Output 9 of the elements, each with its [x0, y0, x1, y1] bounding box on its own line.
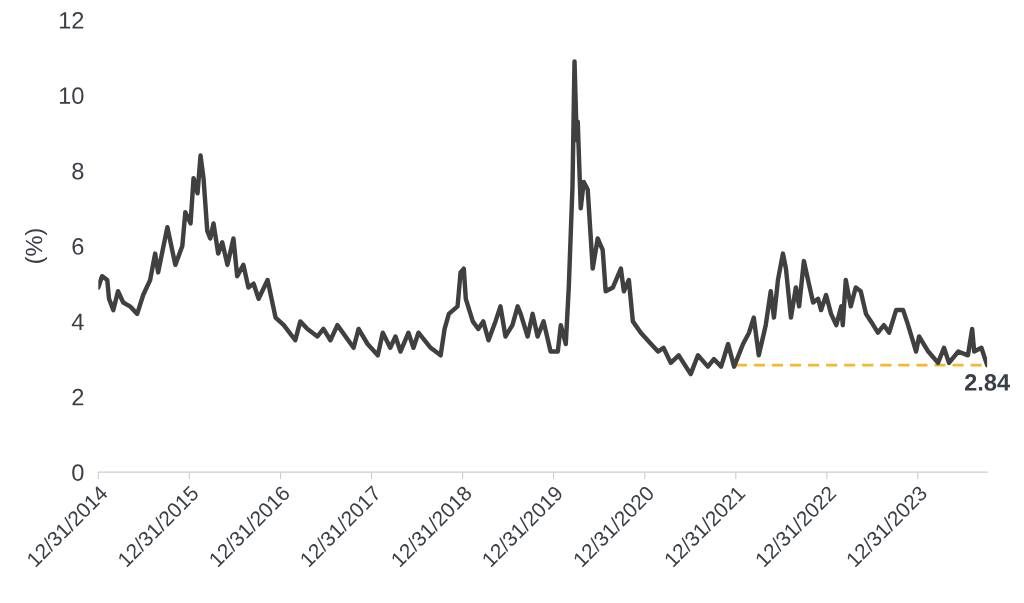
y-axis-title: (%): [25, 229, 48, 263]
y-tick-label: 10: [59, 87, 84, 105]
y-tick-label: 0: [72, 464, 84, 481]
y-tick-label: 4: [71, 313, 84, 330]
y-tick-label: 12: [59, 11, 84, 29]
y-tick-label: 8: [72, 162, 84, 180]
y-tick-label: 6: [72, 238, 84, 255]
annotation: 2.84: [964, 374, 1010, 391]
y-tick-label: 2: [72, 388, 84, 406]
